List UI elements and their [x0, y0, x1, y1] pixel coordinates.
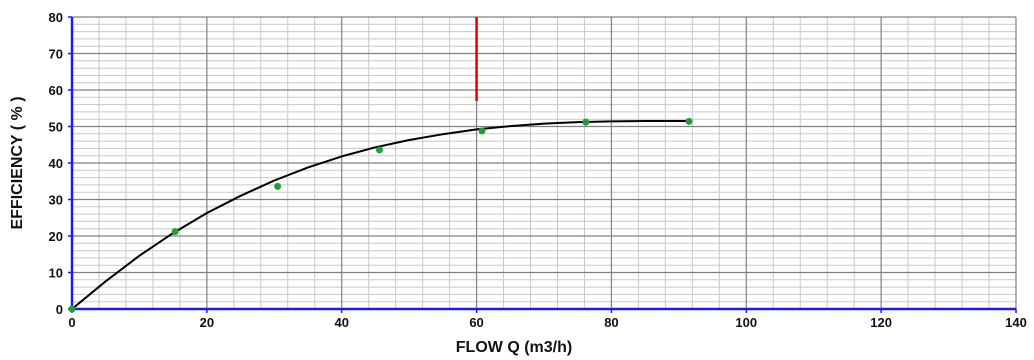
data-point [171, 228, 179, 236]
data-point [375, 146, 383, 154]
data-point [68, 305, 76, 313]
measured-points [68, 117, 693, 313]
y-tick-label: 10 [49, 266, 63, 281]
data-point [274, 182, 282, 190]
y-tick-label: 70 [49, 47, 63, 62]
x-tick-label: 120 [870, 315, 892, 330]
fit-curve-line [71, 120, 689, 310]
x-tick-label: 100 [735, 315, 757, 330]
y-tick-label: 20 [49, 229, 63, 244]
y-tick-label: 40 [49, 156, 63, 171]
y-tick-label: 80 [49, 10, 63, 25]
axes [68, 16, 1017, 313]
efficiency-fit-curve [71, 120, 689, 310]
y-tick-label: 50 [49, 120, 63, 135]
data-point [582, 118, 590, 126]
y-tick-labels: 0 10 20 30 40 50 60 70 80 [49, 10, 63, 317]
x-tick-label: 60 [469, 315, 483, 330]
x-tick-label: 0 [68, 315, 75, 330]
y-axis-title: EFFICIENCY ( % ) [9, 96, 26, 229]
x-tick-label: 140 [1005, 315, 1027, 330]
x-tick-label: 20 [200, 315, 214, 330]
x-tick-label: 80 [604, 315, 618, 330]
data-point [478, 127, 486, 135]
data-point [685, 117, 693, 125]
y-tick-label: 30 [49, 193, 63, 208]
x-tick-labels: 0 20 40 60 80 100 120 140 [68, 315, 1026, 330]
y-tick-label: 0 [56, 302, 63, 317]
x-axis-title: FLOW Q (m3/h) [456, 339, 572, 356]
y-tick-label: 60 [49, 83, 63, 98]
x-tick-label: 40 [334, 315, 348, 330]
major-grid [72, 16, 1017, 309]
